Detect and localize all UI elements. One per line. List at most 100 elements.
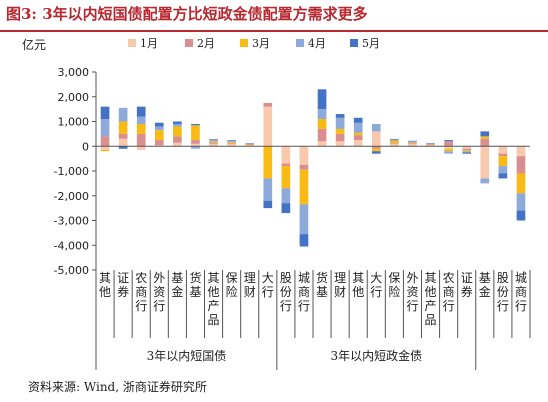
x-tick-label: 其他 [352, 271, 364, 299]
bar-segment [154, 122, 164, 127]
bar-segment [426, 143, 435, 144]
bar-segment [426, 144, 435, 146]
bar-segment [154, 130, 164, 141]
bar-segment [444, 148, 453, 152]
bar-segment [136, 116, 146, 124]
bar-segment [335, 114, 345, 118]
bar-segment [191, 143, 200, 147]
bar-segment [136, 146, 146, 150]
bar-segment [173, 136, 182, 143]
y-tick-label: -5,000 [54, 264, 89, 277]
bar-segment [281, 163, 291, 167]
bar-segment [317, 89, 327, 110]
bar-segment [408, 140, 417, 142]
y-tick-label: 3,000 [58, 66, 90, 79]
bar-segment [281, 203, 291, 214]
bar-segment [408, 142, 417, 143]
bar-segment [191, 146, 200, 149]
bar-segment [480, 146, 490, 179]
bar-segment [227, 143, 236, 144]
bar-segment [263, 178, 273, 201]
bar-segment [462, 148, 472, 150]
legend-swatch [240, 39, 248, 47]
bar-segment [353, 122, 363, 133]
bar-segment [480, 131, 490, 137]
y-tick-label: 0 [82, 140, 89, 153]
bar-segment [335, 128, 345, 134]
bar-segment [173, 126, 182, 137]
bar-segment [408, 143, 417, 147]
bar-segment [100, 119, 110, 137]
bar-segment [408, 141, 417, 143]
bar-segment [335, 117, 345, 129]
bar-segment [263, 146, 273, 179]
bar-segment [299, 164, 309, 170]
bar-segment [462, 152, 472, 154]
bar-segment [227, 143, 236, 147]
bar-segment [371, 131, 381, 147]
x-tick-label: 农商行 [135, 271, 147, 313]
bar-segment [191, 140, 200, 144]
bar-segment [154, 145, 164, 147]
bar-segment [317, 119, 327, 129]
bar-segment [335, 133, 345, 142]
y-tick-label: 1,000 [58, 116, 90, 129]
x-tick-label: 基金 [479, 271, 491, 299]
y-tick-label: -3,000 [54, 215, 89, 228]
legend-label: 3月 [252, 37, 270, 50]
bar-segment [209, 141, 218, 143]
bars [100, 89, 526, 247]
bar-segment [353, 132, 363, 136]
legend-swatch [128, 39, 136, 47]
bar-segment [299, 234, 309, 247]
bar-segment [263, 102, 273, 107]
bar-segment [317, 109, 327, 120]
bar-segment [281, 146, 291, 164]
y-tick-label: -1,000 [54, 165, 89, 178]
x-tick-label: 股份行 [280, 271, 292, 313]
bar-segment [462, 146, 472, 149]
bar-segment [390, 143, 399, 147]
bar-segment [100, 146, 110, 150]
bar-segment [498, 173, 508, 179]
bar-segment [136, 133, 146, 147]
stacked-bar-chart: 1月 2月 3月 4月 5月 亿元 3,000 2,000 1,000 0 -1,000 -2,0… [22, 37, 531, 370]
x-tick-label: 股份行 [497, 271, 509, 313]
x-tick-label: 其他产品 [425, 271, 437, 327]
bar-segment [444, 141, 453, 147]
bar-segment [209, 139, 218, 142]
legend-swatch [350, 39, 358, 47]
bar-segment [444, 151, 453, 154]
y-tick-label: -4,000 [54, 239, 89, 252]
bar-segment [299, 204, 309, 235]
bar-segment [209, 143, 218, 147]
x-tick-label: 保险 [226, 271, 238, 299]
bar-segment [353, 117, 363, 123]
x-tick-label: 理财 [244, 271, 256, 299]
x-tick-label: 其他 [99, 271, 111, 299]
bar-segment [191, 123, 200, 126]
bar-segment [516, 156, 526, 174]
bar-segment [408, 142, 417, 144]
bar-segment [209, 142, 218, 144]
bar-segment [371, 148, 381, 152]
group-label: 3年以内短国债 [147, 349, 227, 363]
x-tick-label: 外资行 [406, 271, 418, 313]
bar-segment [371, 151, 381, 154]
bar-segment [263, 106, 273, 147]
x-tick-label: 货基 [189, 270, 201, 299]
legend-swatch [296, 39, 304, 47]
legend: 1月 2月 3月 4月 5月 [128, 37, 380, 50]
bar-segment [118, 107, 128, 122]
bar-segment [118, 138, 128, 147]
bar-segment [390, 143, 399, 144]
x-tick-label: 农商行 [443, 271, 455, 313]
bar-segment [498, 153, 508, 157]
bar-segment [100, 106, 110, 120]
bar-segment [118, 146, 128, 149]
bar-segment [299, 169, 309, 205]
x-tick-label: 证券 [461, 271, 473, 299]
bar-segment [516, 146, 526, 157]
x-tick-label: 货基 [316, 270, 328, 299]
chart-title: 图3: 3年以内短国债配置方比短政金债配置方需求更多 [6, 5, 368, 23]
